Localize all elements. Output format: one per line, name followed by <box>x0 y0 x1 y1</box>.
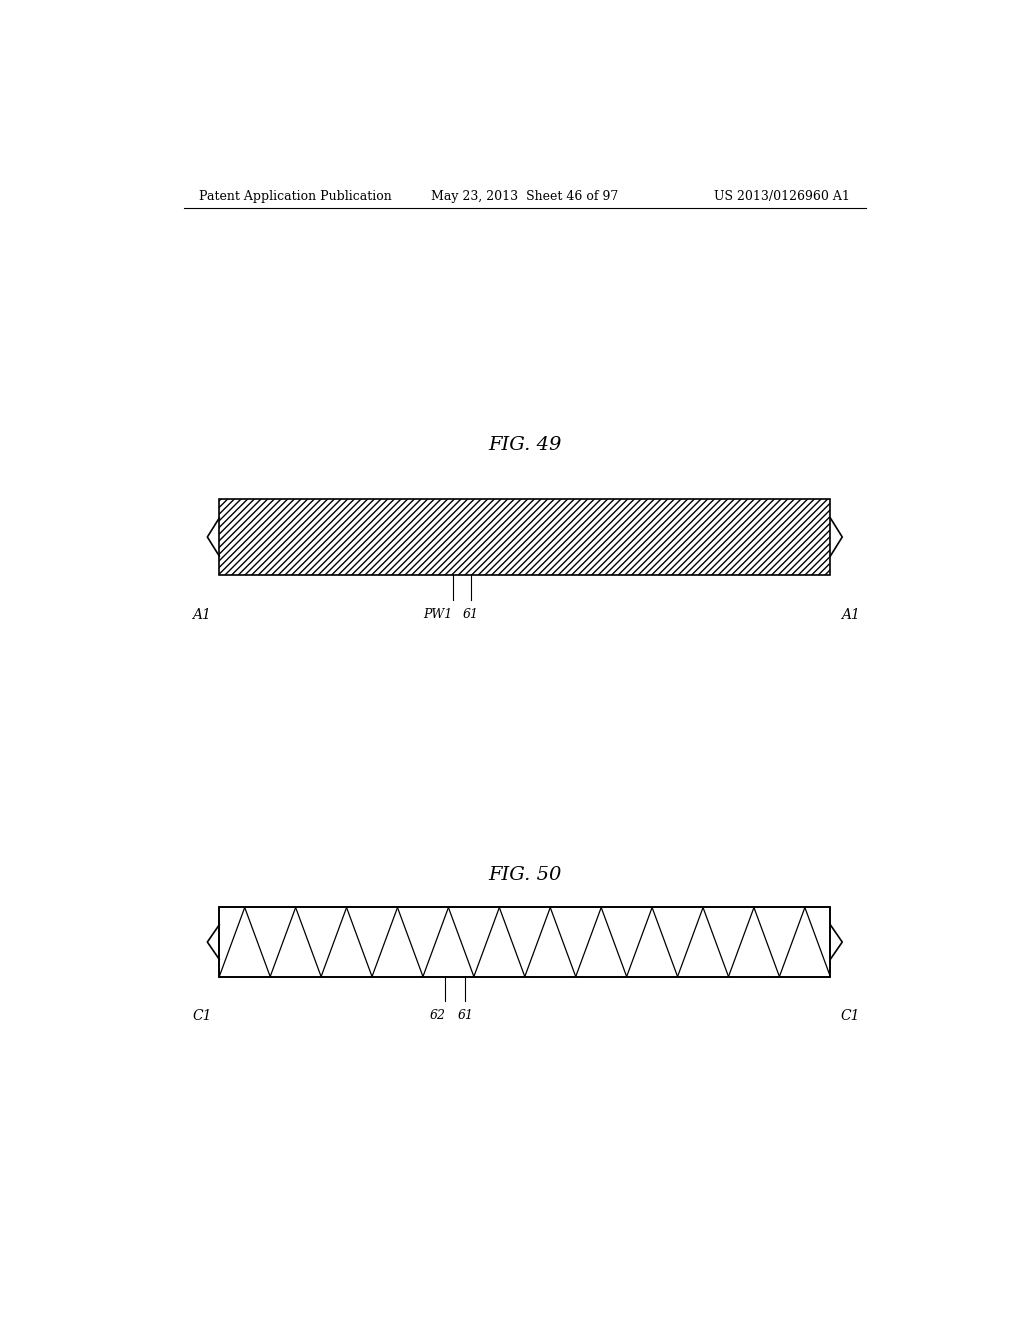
Bar <box>219 499 830 576</box>
Text: Patent Application Publication: Patent Application Publication <box>200 190 392 202</box>
Text: FIG. 49: FIG. 49 <box>488 436 561 454</box>
Text: A1: A1 <box>841 607 859 622</box>
Text: US 2013/0126960 A1: US 2013/0126960 A1 <box>715 190 850 202</box>
Text: C1: C1 <box>841 1008 860 1023</box>
Text: A1: A1 <box>193 607 211 622</box>
Text: 61: 61 <box>458 1008 473 1022</box>
Text: PW1: PW1 <box>423 607 453 620</box>
Text: May 23, 2013  Sheet 46 of 97: May 23, 2013 Sheet 46 of 97 <box>431 190 618 202</box>
Text: 61: 61 <box>463 607 479 620</box>
Bar <box>219 907 830 977</box>
Bar <box>219 907 830 977</box>
Text: 62: 62 <box>429 1008 445 1022</box>
Text: C1: C1 <box>193 1008 212 1023</box>
Text: FIG. 50: FIG. 50 <box>488 866 561 884</box>
